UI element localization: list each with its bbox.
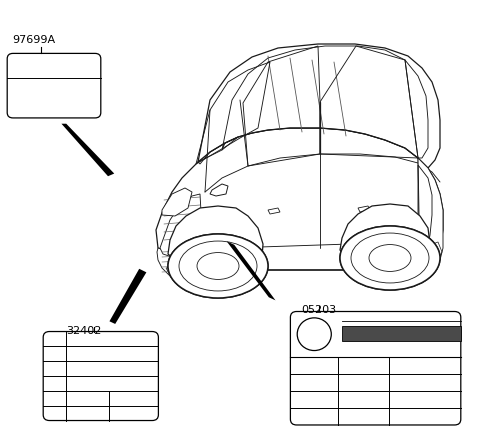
Polygon shape — [227, 241, 276, 300]
Ellipse shape — [340, 226, 440, 290]
Text: 05203: 05203 — [301, 305, 337, 315]
Polygon shape — [340, 204, 430, 273]
Polygon shape — [109, 269, 146, 324]
FancyBboxPatch shape — [43, 332, 158, 421]
Polygon shape — [168, 206, 263, 268]
FancyBboxPatch shape — [341, 327, 461, 341]
FancyBboxPatch shape — [7, 53, 101, 118]
Ellipse shape — [168, 234, 268, 298]
Text: 32402: 32402 — [66, 326, 102, 336]
Polygon shape — [162, 188, 192, 216]
Polygon shape — [418, 158, 443, 272]
Polygon shape — [61, 124, 114, 176]
Polygon shape — [157, 248, 205, 280]
Polygon shape — [156, 128, 443, 274]
Text: 97699A: 97699A — [12, 36, 55, 45]
FancyBboxPatch shape — [290, 312, 461, 425]
Ellipse shape — [340, 226, 440, 290]
Ellipse shape — [168, 234, 268, 298]
Polygon shape — [210, 184, 228, 196]
Polygon shape — [198, 44, 440, 168]
Polygon shape — [160, 194, 202, 258]
